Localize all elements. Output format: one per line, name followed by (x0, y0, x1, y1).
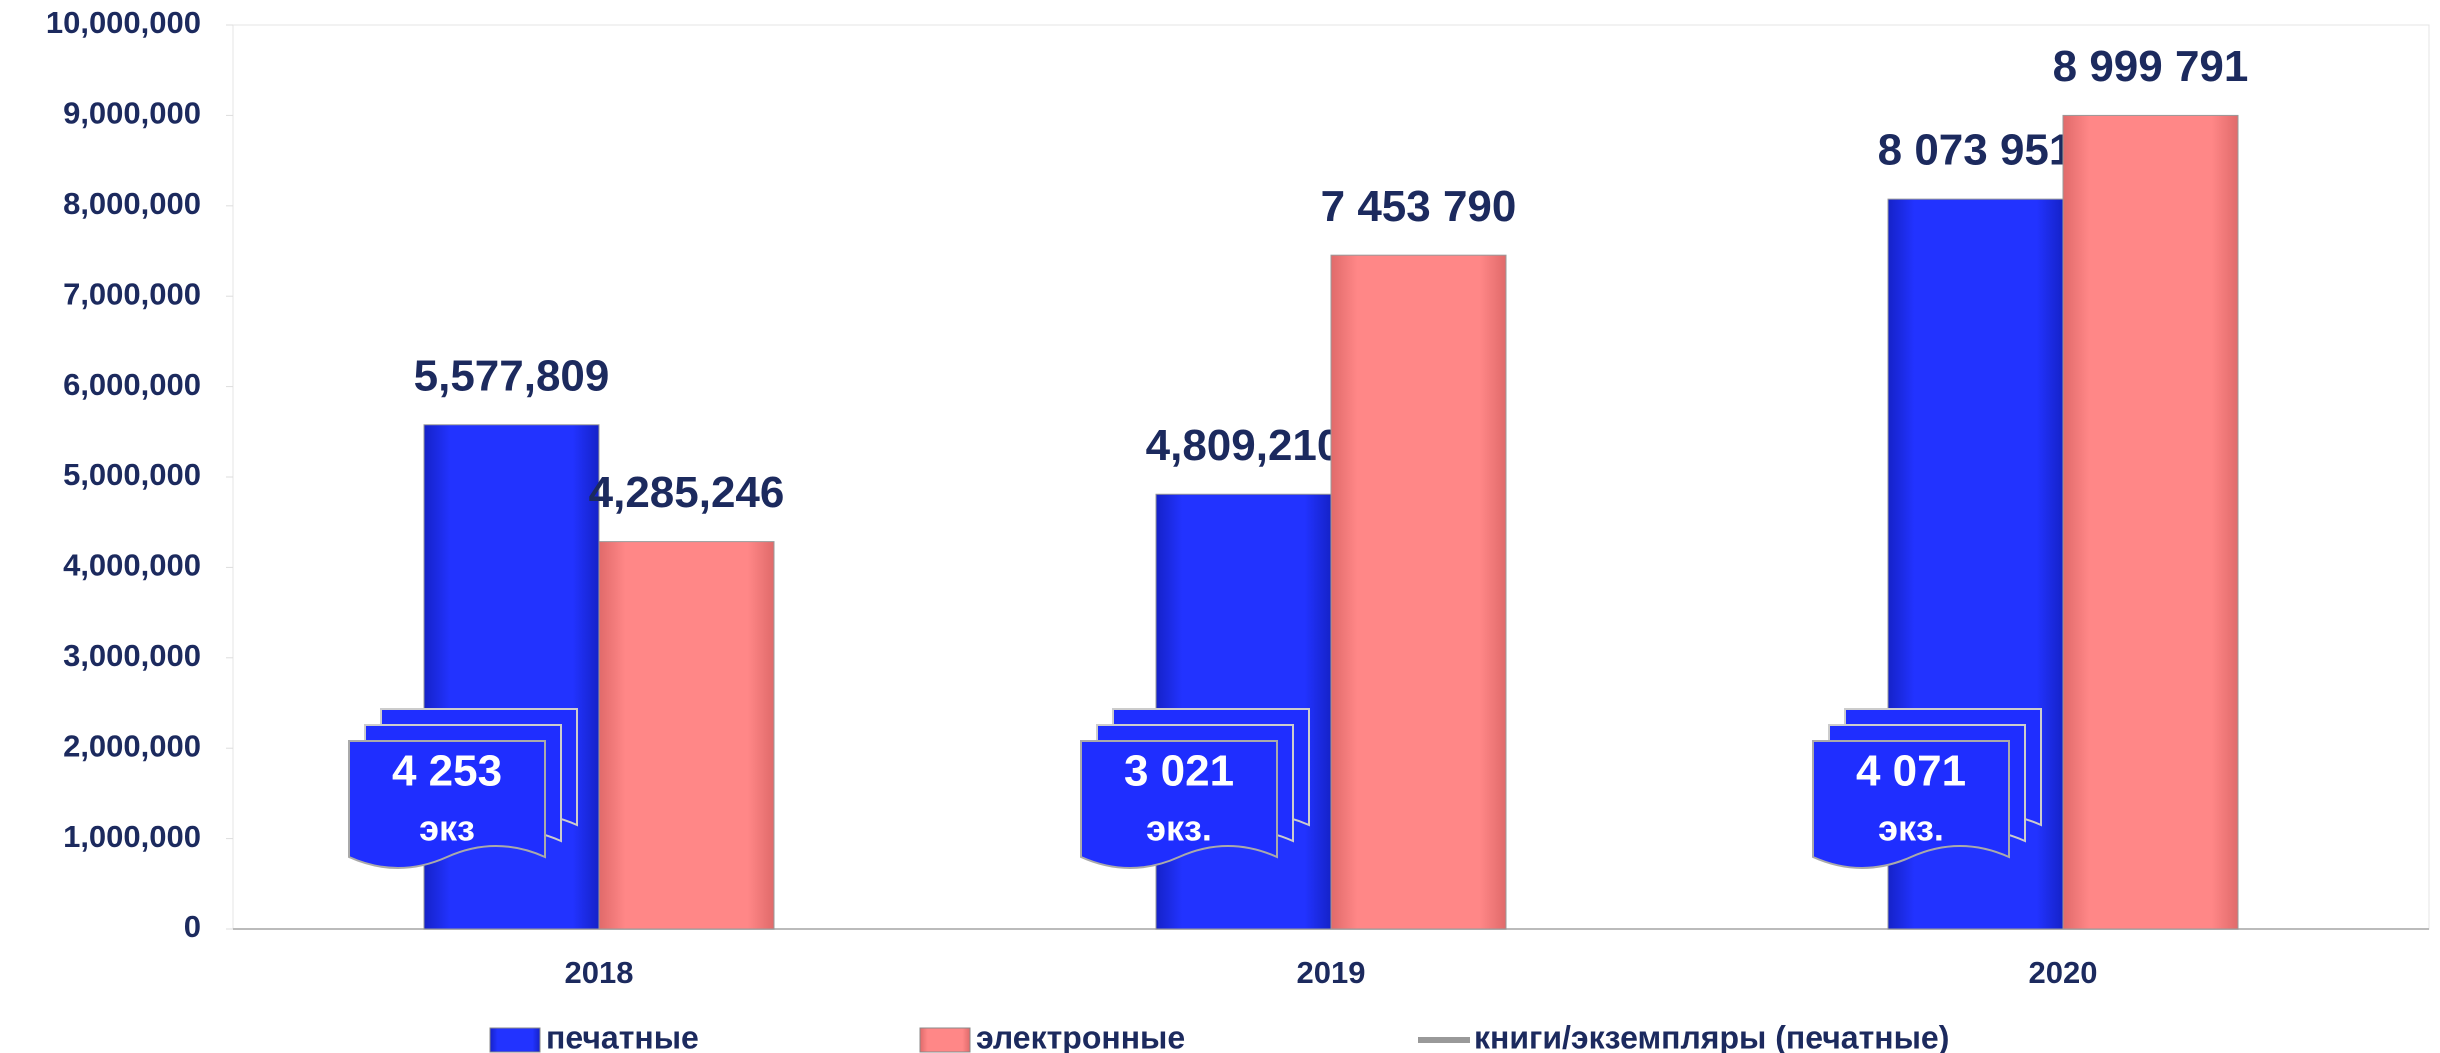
copies-callout: 4 071 экз. (1812, 708, 2042, 869)
legend-swatch (489, 1027, 541, 1053)
legend-label: электронные (976, 1019, 1185, 1053)
y-tick-label: 8,000,000 (63, 186, 201, 221)
value-label: 5,577,809 (414, 351, 610, 400)
callout-number: 4 253 (392, 747, 502, 796)
callout-sheet (1812, 740, 2010, 869)
value-label: 7 453 790 (1321, 182, 1517, 231)
y-tick-label: 6,000,000 (63, 367, 201, 402)
callout-unit: экз (419, 808, 475, 849)
legend-label: книги/экземпляры (печатные) (1474, 1019, 1949, 1053)
y-tick-label: 5,000,000 (63, 457, 201, 492)
callout-number: 4 071 (1856, 747, 1966, 796)
y-tick-label: 10,000,000 (46, 5, 201, 40)
y-tick-label: 1,000,000 (63, 819, 201, 854)
callout-unit: экз. (1146, 808, 1212, 849)
callout-unit: экз. (1878, 808, 1944, 849)
value-label: 8 999 791 (2053, 42, 2249, 91)
y-tick-label: 2,000,000 (63, 728, 201, 763)
x-tick-label: 2018 (565, 955, 634, 990)
legend-swatch (919, 1027, 971, 1053)
x-tick-label: 2019 (1297, 955, 1366, 990)
legend-label: печатные (546, 1019, 699, 1053)
y-tick-label: 3,000,000 (63, 638, 201, 673)
value-label: 4,285,246 (589, 468, 785, 517)
callout-sheet (348, 740, 546, 869)
y-tick-label: 9,000,000 (63, 96, 201, 131)
copies-callout: 4 253 экз (348, 708, 578, 869)
bar (1330, 254, 1507, 930)
callout-sheet (1080, 740, 1278, 869)
bar (598, 541, 775, 930)
value-label: 4,809,210 (1146, 421, 1342, 470)
value-label: 8 073 951 (1878, 126, 2074, 175)
callout-number: 3 021 (1124, 747, 1234, 796)
x-tick-label: 2020 (2029, 955, 2098, 990)
bar (2062, 114, 2239, 930)
y-tick-label: 0 (184, 909, 201, 944)
y-tick-label: 4,000,000 (63, 548, 201, 583)
copies-callout: 3 021 экз. (1080, 708, 1310, 869)
y-tick-label: 7,000,000 (63, 276, 201, 311)
